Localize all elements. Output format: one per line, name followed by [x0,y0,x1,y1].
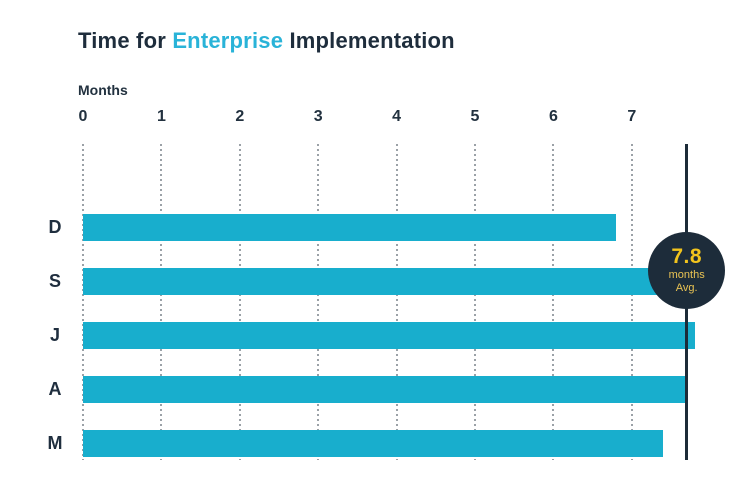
bar [83,268,703,295]
x-tick-label: 0 [78,108,88,125]
gridline [395,144,398,460]
x-tick-label: 4 [392,108,402,125]
gridline [238,144,241,460]
x-axis-title: Months [78,82,128,98]
bar [83,430,664,457]
x-tick-label: 2 [235,108,245,125]
category-label: S [48,271,61,291]
average-unit-label: months [668,269,705,282]
gridline [630,144,633,460]
title-prefix: Time for [78,28,173,53]
x-tick-label: 7 [627,108,637,125]
chart-title: Time for Enterprise Implementation [78,28,455,54]
average-caption: Avg. [675,282,698,295]
category-label: M [47,433,63,453]
gridline [474,144,476,460]
x-tick-label: 6 [548,108,558,125]
gridline [82,144,84,460]
category-label: A [48,379,62,399]
bar [83,322,695,349]
gridline [552,144,555,460]
x-tick-label: 5 [470,108,480,125]
bar [83,214,617,241]
gridline [317,144,320,460]
x-tick-label: 3 [313,108,323,125]
x-tick-label: 1 [156,108,166,125]
title-suffix: Implementation [283,28,455,53]
bar [83,376,687,403]
title-highlight: Enterprise [172,28,284,53]
category-label: D [48,217,62,237]
average-badge: 7.8 months Avg. [648,231,726,309]
gridline [160,144,163,460]
average-value: 7.8 [671,245,703,269]
category-label: J [49,325,60,345]
